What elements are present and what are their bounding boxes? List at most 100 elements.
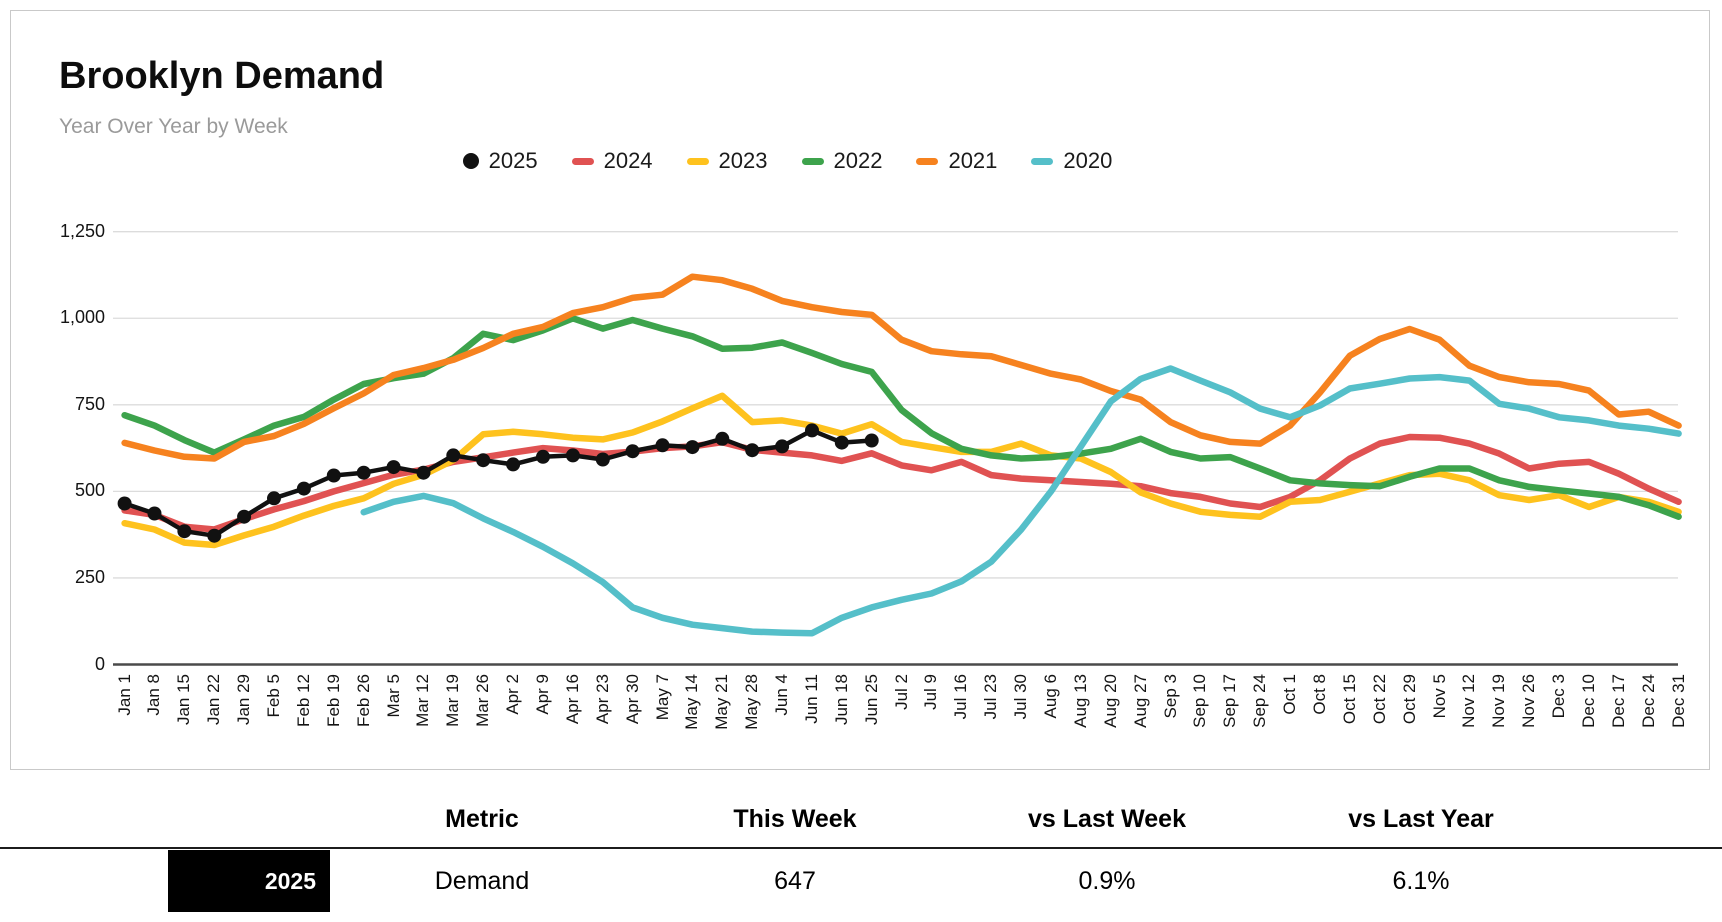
x-tick-label: Sep 17 <box>1220 674 1240 728</box>
x-tick-label: May 28 <box>742 674 762 730</box>
x-tick-label: Aug 6 <box>1041 674 1061 719</box>
legend-label: 2024 <box>603 148 653 173</box>
legend: 2025 2024 2023 2022 2021 2020 <box>0 148 1575 174</box>
x-tick-label: Apr 16 <box>562 674 582 725</box>
x-tick-label: Oct 8 <box>1310 674 1329 715</box>
data-point-2025 <box>625 444 640 459</box>
line-2024 <box>121 433 1682 533</box>
data-point-2025 <box>147 506 162 521</box>
x-tick-label: Jun 4 <box>772 674 792 716</box>
data-point-2025 <box>476 453 491 468</box>
legend-label: 2023 <box>718 148 768 173</box>
legend-item-2022[interactable]: 2022 <box>801 148 883 174</box>
cell-vs-last-year: 6.1% <box>1392 867 1450 895</box>
column-header-this-week: This Week <box>733 805 857 833</box>
x-tick-label: Jul 16 <box>951 674 971 720</box>
legend-item-2020[interactable]: 2020 <box>1031 148 1112 174</box>
dash-marker-icon <box>801 157 824 165</box>
x-tick-label: Apr 9 <box>532 674 552 715</box>
x-tick-label: Jun 11 <box>801 674 821 724</box>
data-point-2025 <box>177 524 192 539</box>
x-tick-label: May 7 <box>652 674 672 721</box>
x-tick-label: Jan 29 <box>234 674 254 726</box>
x-tick-label: Dec 3 <box>1549 674 1569 719</box>
data-point-2025 <box>565 448 580 463</box>
x-tick-label: Jan 1 <box>114 674 134 716</box>
column-header-vs-last-year: vs Last Year <box>1348 805 1494 833</box>
data-point-2025 <box>685 440 700 455</box>
x-tick-label: Aug 20 <box>1100 674 1120 728</box>
legend-item-2021[interactable]: 2021 <box>916 148 997 174</box>
x-tick-label: Oct 22 <box>1369 674 1389 725</box>
column-header-metric: Metric <box>445 805 519 833</box>
y-tick-label: 0 <box>94 653 105 674</box>
data-point-2025 <box>207 528 222 543</box>
x-tick-label: Sep 10 <box>1190 674 1210 728</box>
year-badge: 2025 <box>168 850 330 912</box>
data-point-2025 <box>296 481 311 496</box>
x-tick-label: Jan 8 <box>144 674 164 716</box>
x-tick-label: Mar 12 <box>413 674 433 727</box>
data-point-2025 <box>416 465 431 480</box>
legend-label: 2020 <box>1063 148 1113 173</box>
x-tick-label: Jan 22 <box>204 674 224 726</box>
x-tick-label: Nov 5 <box>1429 674 1449 719</box>
dash-marker-icon <box>1031 157 1054 165</box>
y-tick-label: 250 <box>74 566 105 587</box>
x-tick-label: Dec 31 <box>1668 674 1688 728</box>
x-tick-label: Jul 30 <box>1011 674 1031 720</box>
x-tick-label: Mar 5 <box>383 674 403 718</box>
x-tick-label: Dec 10 <box>1578 674 1598 728</box>
dash-marker-icon <box>686 157 709 165</box>
x-tick-label: Apr 30 <box>622 674 642 725</box>
x-tick-label: Dec 24 <box>1638 674 1658 728</box>
line-2021 <box>121 273 1682 462</box>
data-point-2025 <box>864 433 879 448</box>
data-point-2025 <box>536 449 550 464</box>
data-point-2025 <box>805 423 819 438</box>
data-point-2025 <box>745 443 760 458</box>
x-tick-label: Sep 3 <box>1160 674 1180 719</box>
legend-label: 2022 <box>833 148 883 173</box>
x-tick-label: Feb 5 <box>264 674 284 718</box>
x-tick-label: Jan 15 <box>174 674 194 726</box>
x-tick-label: Jul 9 <box>921 674 941 710</box>
x-tick-label: Jun 25 <box>861 674 881 726</box>
y-tick-label: 1,250 <box>59 220 105 241</box>
x-tick-label: Feb 12 <box>293 674 313 727</box>
x-tick-label: Nov 26 <box>1519 674 1539 728</box>
x-tick-label: Dec 17 <box>1608 674 1628 728</box>
cell-vs-last-week: 0.9% <box>1078 867 1136 895</box>
x-tick-label: May 21 <box>712 674 732 730</box>
x-tick-label: Jul 2 <box>891 674 911 710</box>
line-2020 <box>360 365 1682 637</box>
data-point-2025 <box>595 452 610 467</box>
data-point-2025 <box>326 468 341 483</box>
cell-metric: Demand <box>434 867 530 895</box>
x-tick-label: Sep 24 <box>1250 674 1270 728</box>
legend-item-2025[interactable]: 2025 <box>462 148 538 174</box>
demand-line-chart <box>113 231 1682 666</box>
x-tick-label: Jun 18 <box>831 674 851 726</box>
column-header-vs-last-week: vs Last Week <box>1028 805 1186 833</box>
x-tick-label: May 14 <box>682 674 702 730</box>
x-tick-label: Nov 12 <box>1459 674 1479 728</box>
data-point-2025 <box>655 438 670 453</box>
legend-item-2024[interactable]: 2024 <box>571 148 653 174</box>
x-tick-label: Oct 1 <box>1280 674 1300 715</box>
x-tick-label: Oct 29 <box>1399 674 1419 725</box>
x-tick-label: Aug 27 <box>1130 674 1150 728</box>
data-point-2025 <box>356 465 371 480</box>
x-tick-label: Mar 19 <box>443 674 463 727</box>
table-header-divider <box>0 847 1722 849</box>
dash-marker-icon <box>571 157 594 165</box>
x-tick-label: Mar 26 <box>473 674 493 727</box>
x-tick-label: Apr 2 <box>503 674 523 715</box>
y-tick-label: 750 <box>74 393 105 414</box>
legend-label: 2025 <box>488 148 538 173</box>
legend-item-2023[interactable]: 2023 <box>686 148 768 174</box>
data-point-2025 <box>506 457 521 472</box>
y-tick-label: 500 <box>74 480 105 501</box>
x-tick-label: Aug 13 <box>1070 674 1090 728</box>
